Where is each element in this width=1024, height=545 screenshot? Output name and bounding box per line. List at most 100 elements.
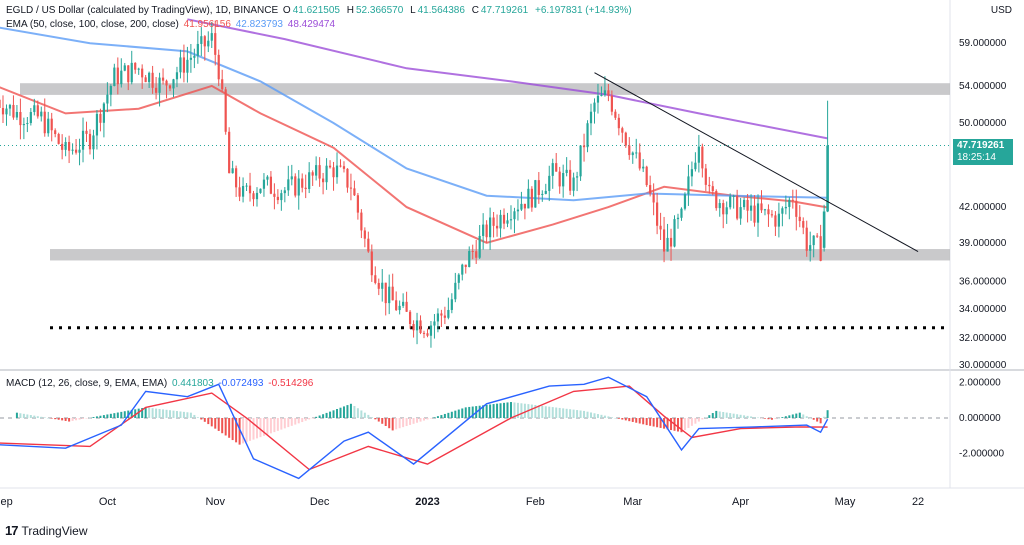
macd-hist-bar bbox=[189, 412, 192, 418]
macd-hist-bar bbox=[412, 418, 415, 424]
candle-body bbox=[426, 333, 429, 336]
macd-hist-bar bbox=[36, 416, 39, 418]
macd-hist-bar bbox=[819, 418, 822, 424]
macd-hist-bar bbox=[701, 418, 704, 420]
candle-body bbox=[607, 90, 610, 96]
macd-hist-bar bbox=[388, 418, 391, 429]
candle-body bbox=[562, 173, 565, 187]
candle-body bbox=[760, 203, 763, 211]
macd-hist-bar bbox=[109, 413, 112, 418]
macd-hist-bar bbox=[541, 405, 544, 418]
last-price-value: 47.719261 bbox=[957, 140, 1005, 151]
macd-hist-bar bbox=[617, 418, 620, 419]
macd-hist-bar bbox=[715, 410, 718, 418]
macd-hist-bar bbox=[774, 418, 777, 419]
axes: 30.000000 32.000000 34.000000 36.000000 39.0… bbox=[0, 38, 1007, 508]
candle-body bbox=[492, 217, 495, 226]
candle-body bbox=[499, 214, 502, 229]
macd-hist-bar bbox=[697, 418, 700, 422]
macd-hist-bar bbox=[78, 418, 81, 420]
macd-hist-bar bbox=[249, 418, 252, 441]
candle-body bbox=[214, 33, 217, 55]
macd-hist-bar bbox=[711, 413, 714, 418]
candle-body bbox=[85, 130, 88, 134]
macd-hist-bar bbox=[196, 417, 199, 418]
candle-body bbox=[116, 67, 119, 85]
macd-hist-bar bbox=[743, 415, 746, 418]
macd-hist-bar bbox=[308, 418, 311, 420]
macd-pane bbox=[0, 376, 950, 480]
candle-body bbox=[774, 215, 777, 227]
candle-body bbox=[328, 165, 332, 168]
candle-body bbox=[175, 72, 179, 80]
candle-body bbox=[509, 219, 513, 221]
macd-hist-bar bbox=[423, 418, 425, 421]
candle-body bbox=[311, 172, 314, 176]
close-value: C 47.719261 bbox=[471, 5, 529, 16]
candle-body bbox=[47, 118, 50, 134]
candle-body bbox=[600, 94, 603, 96]
candle-body bbox=[621, 128, 624, 133]
candle-body bbox=[516, 209, 520, 212]
candle-body bbox=[642, 166, 645, 169]
candle-body bbox=[708, 184, 711, 187]
candle-body bbox=[697, 146, 700, 163]
candle-body bbox=[544, 190, 547, 194]
time-tick-label: Oct bbox=[99, 496, 116, 508]
macd-hist-bar bbox=[29, 415, 32, 418]
macd-hist-bar bbox=[628, 418, 631, 422]
candle-body bbox=[534, 180, 537, 208]
candle-body bbox=[137, 68, 140, 70]
candle-body bbox=[819, 236, 822, 261]
candle-body bbox=[725, 207, 728, 215]
candle-body bbox=[367, 238, 370, 252]
macd-hist-bar bbox=[746, 415, 749, 418]
time-tick-label: Dec bbox=[310, 496, 330, 508]
macd-hist-bar bbox=[544, 406, 547, 418]
macd-hist-bar bbox=[513, 402, 516, 418]
price-tick-label: 42.000000 bbox=[959, 202, 1007, 213]
trendline[interactable] bbox=[594, 72, 919, 253]
macd-hist-bar bbox=[788, 415, 791, 418]
candle-body bbox=[395, 300, 398, 311]
time-tick-label: Apr bbox=[732, 496, 749, 508]
candle-body bbox=[513, 211, 516, 220]
macd-hist-bar bbox=[151, 408, 154, 418]
macd-hist-bar bbox=[409, 418, 412, 425]
price-tick-label: 34.000000 bbox=[959, 304, 1007, 315]
candle-body bbox=[485, 224, 488, 238]
price-legend: EGLD / US Dollar (calculated by TradingV… bbox=[6, 4, 634, 17]
candle-body bbox=[78, 149, 81, 153]
macd-hist-bar bbox=[370, 417, 373, 418]
candle-body bbox=[422, 332, 426, 334]
candle-body bbox=[1, 107, 5, 115]
macd-hist-bar bbox=[631, 418, 634, 422]
macd-hist-bar bbox=[736, 414, 739, 418]
candle-body bbox=[74, 149, 78, 153]
candle-body bbox=[109, 85, 112, 95]
macd-hist-bar bbox=[322, 414, 325, 418]
macd-hist-bar bbox=[503, 402, 506, 418]
candle-body bbox=[349, 187, 353, 189]
macd-hist-bar bbox=[555, 407, 558, 418]
macd-hist-bar bbox=[485, 404, 488, 418]
candle-body bbox=[791, 199, 794, 201]
candle-body bbox=[22, 124, 25, 126]
macd-hist-bar bbox=[113, 413, 116, 418]
macd-hist-bar bbox=[823, 416, 826, 418]
macd-hist-bar bbox=[116, 412, 119, 418]
macd-hist-bar bbox=[123, 411, 126, 418]
macd-hist-bar bbox=[809, 418, 812, 419]
macd-hist-bar bbox=[367, 414, 370, 418]
candle-body bbox=[5, 108, 8, 115]
tradingview-logo[interactable]: 17 TradingView bbox=[5, 523, 88, 538]
macd-hist-bar bbox=[610, 417, 613, 418]
macd-hist-bar bbox=[172, 410, 175, 418]
candle-body bbox=[506, 220, 509, 224]
macd-tick-label: -2.000000 bbox=[959, 449, 1004, 460]
macd-hist-bar bbox=[645, 418, 648, 426]
macd-hist-bar bbox=[416, 418, 419, 423]
candle-body bbox=[221, 79, 224, 90]
candle-body bbox=[360, 212, 363, 231]
